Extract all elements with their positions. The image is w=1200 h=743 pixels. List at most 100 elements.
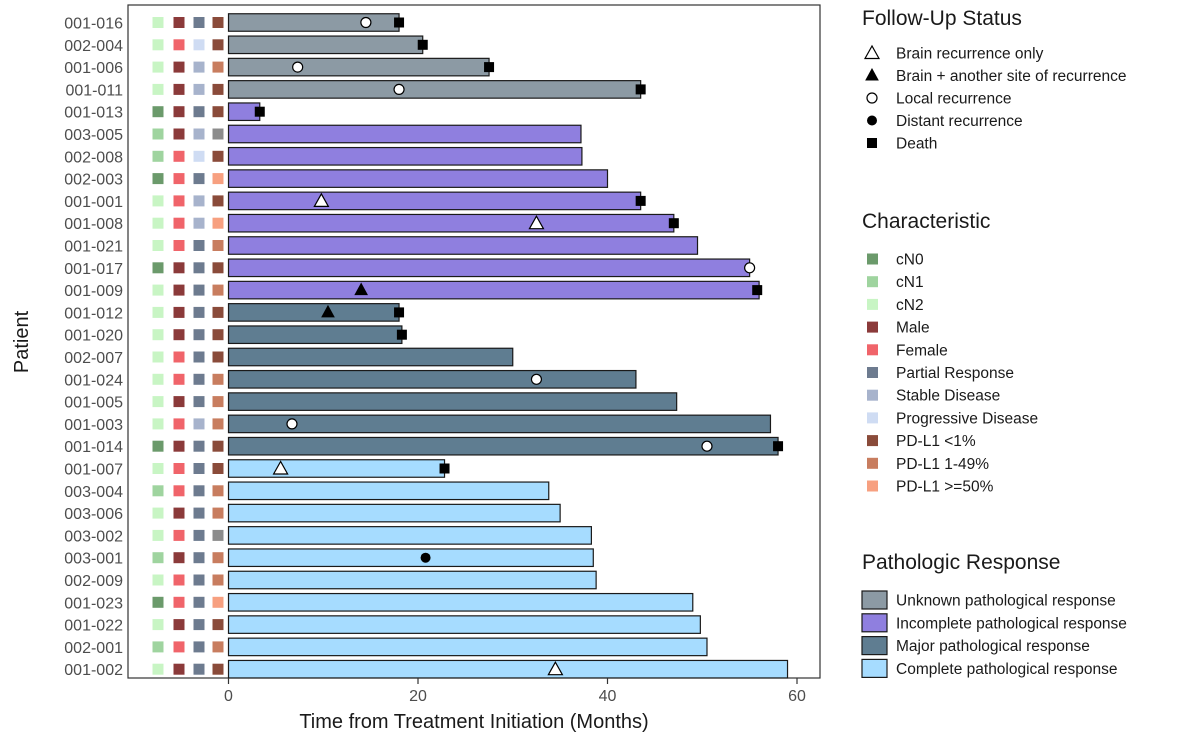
tile-cn-002-007 [152, 351, 164, 363]
bar-001-003 [227, 414, 772, 434]
y-tick-label-001-022: 001-022 [64, 618, 123, 635]
event-death-002-004-0-shape [417, 39, 428, 50]
bar-001-024 [227, 369, 637, 389]
tile-cn-001-007 [152, 463, 164, 474]
tile-response-001-005 [193, 396, 205, 408]
event-local-001-006-0 [292, 61, 304, 73]
y-tick-label-003-004: 003-004 [64, 484, 123, 501]
legend-characteristic-label-4: Female [896, 342, 948, 359]
tile-pdl1-002-009 [212, 574, 224, 586]
tile-pdl1-003-006 [212, 507, 224, 519]
event-death-001-008-1-shape [668, 218, 679, 229]
legend-swatch-5 [867, 367, 878, 378]
tile-pdl1-001-002 [212, 663, 224, 675]
tile-pdl1-002-008 [212, 150, 224, 162]
y-tick-label-001-009: 001-009 [64, 283, 123, 300]
tile-sex-001-014 [173, 440, 185, 452]
bar-003-005 [227, 124, 582, 144]
x-tick-label-0: 0 [224, 688, 233, 705]
tile-cn-001-023 [152, 596, 164, 608]
legend-characteristic-label-5: Partial Response [896, 365, 1014, 382]
tile-pdl1-002-001 [212, 641, 224, 653]
bar-001-002 [227, 659, 789, 679]
tile-sex-001-001 [173, 195, 185, 207]
tile-cn-002-009 [152, 574, 164, 586]
event-local-001-017-0 [744, 262, 756, 274]
legend-brain-marker [863, 44, 881, 60]
event-death-001-014-1-shape [773, 441, 784, 452]
event-local-001-011-0 [393, 83, 405, 96]
tile-response-001-024 [193, 373, 205, 385]
tile-cn-001-002 [152, 663, 164, 675]
event-brainplus-001-012-0 [321, 304, 335, 318]
event-death-001-012-1 [394, 307, 405, 318]
y-tick-label-002-001: 002-001 [64, 640, 123, 657]
tile-sex-003-001 [173, 552, 185, 564]
tile-response-001-003 [193, 418, 205, 430]
tile-cn-001-008 [152, 217, 164, 229]
y-tick-label-003-002: 003-002 [64, 528, 123, 545]
legend-pathologic-swatch-incomplete [861, 613, 888, 633]
tile-pdl1-001-007 [212, 463, 224, 474]
y-tick-label-001-006: 001-006 [64, 60, 123, 77]
y-tick-label-002-003: 002-003 [64, 172, 123, 189]
tile-sex-003-006 [173, 507, 185, 519]
bar-001-021 [227, 236, 699, 255]
bar-001-014 [227, 436, 779, 456]
event-brain-001-008-0-shape [528, 214, 545, 230]
y-tick-label-001-013: 001-013 [64, 105, 123, 122]
bar-001-012 [227, 303, 400, 322]
legend-local-marker [866, 92, 878, 104]
y-tick-label-002-007: 002-007 [64, 350, 123, 367]
x-tick-label-40: 40 [599, 688, 617, 705]
legend-characteristic-label-7: Progressive Disease [896, 410, 1038, 427]
event-death-001-012-1-shape [394, 307, 405, 318]
bar-001-020 [227, 325, 403, 345]
tile-pdl1-002-004 [212, 39, 224, 51]
tile-pdl1-001-017 [212, 262, 224, 274]
legend-brain-marker-shape [863, 44, 881, 60]
tile-response-001-012 [193, 306, 205, 318]
y-tick-label-001-017: 001-017 [64, 261, 123, 278]
event-death-001-006-1 [484, 62, 495, 73]
tile-cn-003-001 [152, 552, 164, 564]
event-local-001-024-0 [530, 373, 543, 385]
tile-cn-001-022 [152, 619, 164, 631]
legend-death-label: Death [896, 136, 937, 153]
tile-cn-001-012 [152, 306, 164, 318]
tile-cn-002-008 [152, 150, 164, 162]
event-death-001-011-1-shape [635, 84, 646, 95]
tile-pdl1-002-007 [212, 351, 224, 363]
tile-cn-001-009 [152, 284, 164, 296]
tile-pdl1-001-021 [212, 240, 224, 251]
bar-001-023 [227, 592, 694, 612]
tile-pdl1-003-004 [212, 485, 224, 497]
bar-002-007 [227, 347, 514, 367]
tile-pdl1-001-001 [212, 195, 224, 207]
bar-002-009 [227, 570, 597, 590]
tile-sex-001-022 [173, 619, 185, 631]
tile-response-002-007 [193, 351, 205, 363]
event-brainplus-001-009-0 [354, 282, 368, 296]
tile-cn-003-004 [152, 485, 164, 497]
legend-swatch-6 [867, 389, 878, 401]
bar-003-004 [227, 481, 550, 501]
y-tick-label-001-023: 001-023 [64, 595, 123, 612]
event-death-001-020-0-shape [396, 329, 407, 340]
legend-death-marker-shape [867, 138, 877, 148]
tile-sex-003-002 [173, 529, 185, 541]
legend-characteristic-label-9: PD-L1 1-49% [896, 456, 989, 473]
tile-pdl1-001-012 [212, 306, 224, 318]
tile-cn-001-024 [152, 373, 164, 385]
tile-pdl1-001-011 [212, 83, 224, 95]
tile-response-001-007 [193, 463, 205, 474]
legend-swatch-2 [867, 298, 878, 310]
legend-local-label: Local recurrence [896, 91, 1011, 108]
bar-002-004 [227, 35, 424, 55]
event-brainplus-001-009-0-shape [354, 282, 368, 296]
y-axis-title: Patient [11, 310, 33, 373]
tile-response-001-008 [193, 217, 205, 229]
tile-response-003-002 [193, 529, 205, 541]
legend-characteristic-label-1: cN1 [896, 274, 924, 291]
bar-001-007 [227, 459, 446, 478]
